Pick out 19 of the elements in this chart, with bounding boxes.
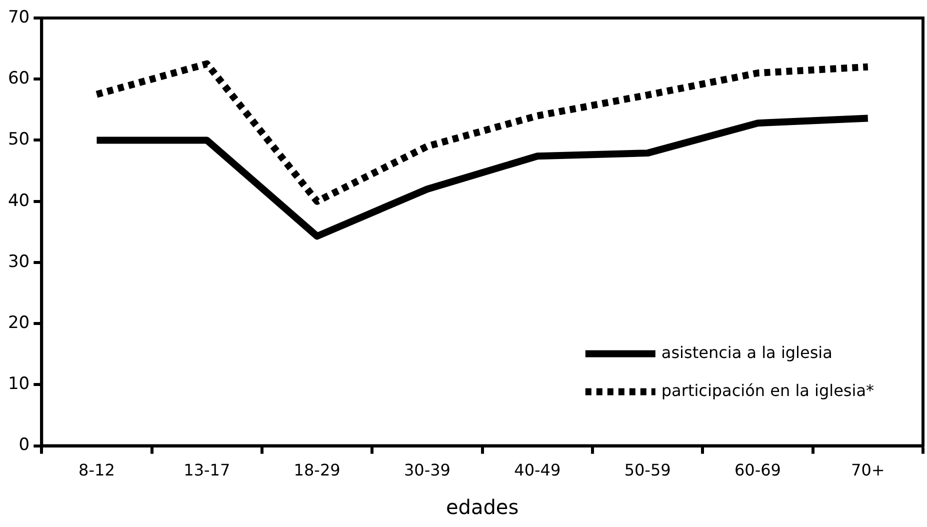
x-axis-title: edades [446, 495, 519, 520]
x-tick-label: 50-59 [624, 460, 671, 480]
x-tick-label: 60-69 [734, 460, 781, 480]
y-tick-label: 20 [8, 312, 30, 333]
y-tick-label: 30 [8, 252, 30, 272]
x-tick-label: 8-12 [78, 460, 115, 480]
y-tick-label: 10 [8, 374, 30, 394]
x-tick-label: 13-17 [184, 460, 230, 480]
legend-label: asistencia a la iglesia [661, 342, 832, 362]
x-tick-label: 40-49 [514, 460, 561, 480]
x-tick-label: 30-39 [404, 460, 450, 480]
y-tick-label: 40 [8, 190, 30, 211]
y-tick-label: 0 [18, 435, 30, 456]
y-tick-label: 60 [8, 68, 30, 89]
x-tick-label: 18-29 [294, 460, 340, 480]
y-tick-label: 70 [8, 7, 30, 28]
x-tick-label: 70+ [851, 460, 885, 480]
legend-label: participación en la iglesia* [661, 380, 874, 400]
y-tick-label: 50 [8, 130, 30, 150]
